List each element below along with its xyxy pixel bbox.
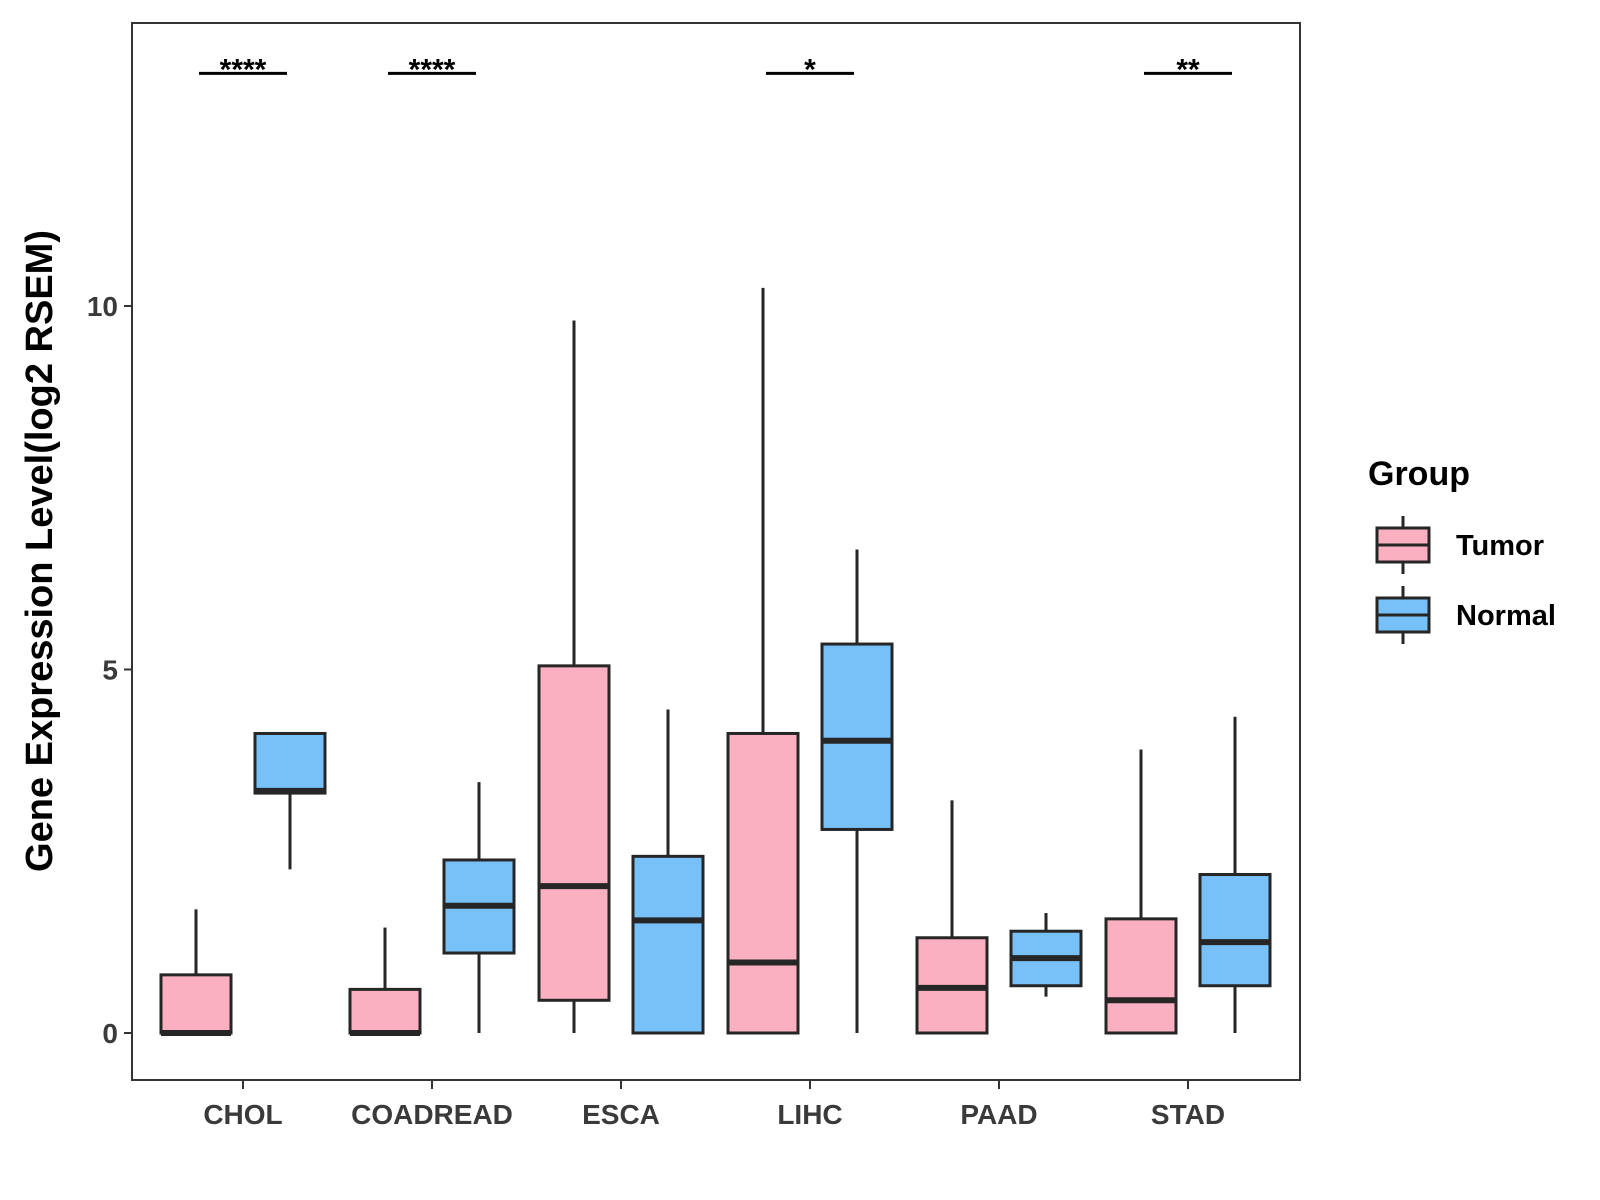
box-normal-stad: [1198, 716, 1272, 1033]
y-axis: 0 5 10: [87, 291, 132, 1049]
significance-label: *: [804, 53, 816, 86]
box-normal-esca: [631, 709, 705, 1035]
legend-key-tumor: [1375, 516, 1431, 574]
x-tick-label: LIHC: [777, 1099, 842, 1130]
x-axis: CHOL COADREAD ESCA LIHC PAAD STAD: [203, 1080, 1225, 1130]
significance-label: ****: [220, 53, 267, 86]
box-tumor-esca: [537, 320, 611, 1033]
box-body: [726, 731, 800, 1035]
y-tick-label: 5: [102, 655, 118, 686]
plot-panel: [131, 22, 1301, 1081]
box-normal-lihc: [820, 549, 894, 1033]
box-tumor-paad: [915, 800, 989, 1035]
box-tumor-lihc: [726, 287, 800, 1035]
y-tick-label: 10: [87, 291, 118, 322]
box-normal-paad: [1009, 913, 1083, 997]
y-tick-label: 0: [102, 1018, 118, 1049]
significance-label: **: [1176, 53, 1200, 86]
box-body: [537, 664, 611, 1002]
legend-label-tumor: Tumor: [1456, 530, 1544, 562]
box-normal-coadread: [442, 782, 516, 1033]
legend-label-normal: Normal: [1456, 600, 1556, 632]
x-tick-label: PAAD: [960, 1099, 1037, 1130]
legend: Group Tumor Normal: [1368, 455, 1556, 644]
x-tick-label: COADREAD: [351, 1099, 513, 1130]
significance-label: ****: [409, 53, 456, 86]
box-body: [820, 642, 894, 831]
legend-key-normal: [1375, 586, 1431, 644]
legend-title: Group: [1368, 455, 1470, 493]
box-normal-chol: [253, 731, 327, 870]
box-body: [1104, 917, 1178, 1035]
x-tick-label: STAD: [1151, 1099, 1225, 1130]
x-tick-label: ESCA: [582, 1099, 660, 1130]
box-body: [159, 973, 233, 1035]
box-tumor-coadread: [348, 927, 422, 1036]
box-body: [253, 731, 327, 795]
y-axis-title: Gene Expression Level(log2 RSEM): [19, 230, 61, 872]
box-tumor-stad: [1104, 749, 1178, 1035]
boxes-layer: [159, 287, 1272, 1036]
box-body: [631, 854, 705, 1035]
box-body: [348, 987, 422, 1035]
x-tick-label: CHOL: [203, 1099, 282, 1130]
significance-layer: **** **** * **: [199, 53, 1232, 86]
box-tumor-chol: [159, 909, 233, 1036]
box-body: [1198, 873, 1272, 988]
